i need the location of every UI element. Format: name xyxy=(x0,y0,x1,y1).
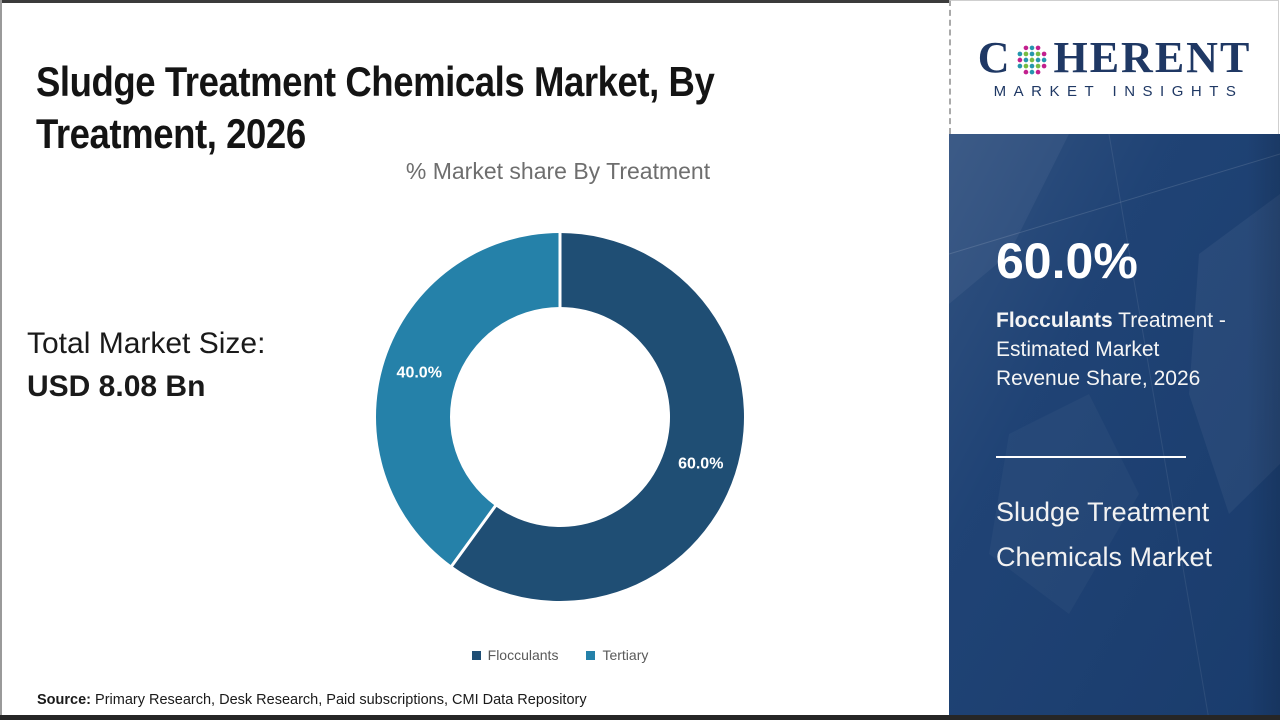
globe-dot xyxy=(1042,57,1047,62)
globe-dot xyxy=(1030,51,1035,56)
sidebar-divider xyxy=(996,456,1186,458)
stat-description-rest: Treatment - Estimated Market Revenue Sha… xyxy=(996,309,1226,390)
legend-swatch-icon xyxy=(586,650,596,660)
total-market-size: Total Market Size: USD 8.08 Bn xyxy=(27,322,265,408)
globe-dot xyxy=(1036,63,1041,68)
globe-dot xyxy=(1036,51,1041,56)
donut-slice-flocculants xyxy=(451,233,744,601)
donut-slice-tertiary xyxy=(376,233,560,566)
globe-dot xyxy=(1030,45,1035,50)
globe-dot xyxy=(1036,57,1041,62)
globe-dot xyxy=(1024,57,1029,62)
globe-dot xyxy=(1018,51,1023,56)
donut-data-label-flocculants: 60.0% xyxy=(678,456,723,473)
globe-dot xyxy=(1024,63,1029,68)
stat-description: Flocculants Treatment - Estimated Market… xyxy=(996,306,1244,393)
globe-dot xyxy=(1042,63,1047,68)
legend-item-tertiary: Tertiary xyxy=(586,647,648,663)
globe-dot xyxy=(1030,57,1035,62)
brand-logo-part1: C xyxy=(977,32,1012,82)
slice-separator xyxy=(450,504,498,568)
globe-dot xyxy=(1036,45,1041,50)
globe-dot xyxy=(1042,51,1047,56)
page-title-line2: Treatment, 2026 xyxy=(36,110,306,158)
brand-logo-part2: HERENT xyxy=(1053,32,1252,82)
sidebar-gradient-overlay xyxy=(949,134,1280,720)
globe-dot xyxy=(1036,69,1041,74)
brand-logo-wordmark: C HERENT xyxy=(977,32,1252,82)
map-texture-decoration xyxy=(949,134,1280,720)
sidebar: 60.0% Flocculants Treatment - Estimated … xyxy=(949,134,1280,720)
globe-dot xyxy=(1024,51,1029,56)
donut-chart: 60.0% 40.0% xyxy=(376,232,744,601)
frame-bottom-border xyxy=(0,715,1280,720)
sidebar-market-name: Sludge Treatment Chemicals Market xyxy=(996,497,1213,572)
page-title-line1: Sludge Treatment Chemicals Market, By xyxy=(36,58,715,106)
globe-dot xyxy=(1018,63,1023,68)
legend-item-flocculants: Flocculants xyxy=(471,647,559,663)
legend-label: Tertiary xyxy=(602,647,649,663)
stat-value: 60.0% xyxy=(996,233,1138,289)
stat-description-bold: Flocculants xyxy=(996,309,1113,332)
globe-dots-icon xyxy=(1018,45,1047,74)
globe-dot xyxy=(1030,69,1035,74)
globe-dot xyxy=(1030,63,1035,68)
legend-swatch-icon xyxy=(471,650,481,660)
brand-logo: C HERENT MARKET INSIGHTS xyxy=(949,0,1279,134)
frame-top-border xyxy=(0,0,949,3)
globe-dot xyxy=(1024,45,1029,50)
globe-dot xyxy=(1024,69,1029,74)
total-market-size-label: Total Market Size: xyxy=(27,327,266,360)
chart-title: % Market share By Treatment xyxy=(405,158,711,184)
chart-legend: Flocculants Tertiary xyxy=(200,647,920,663)
globe-dot xyxy=(1018,57,1023,62)
brand-logo-subtitle: MARKET INSIGHTS xyxy=(993,82,1244,100)
total-market-size-value: USD 8.08 Bn xyxy=(27,370,206,403)
page-title: Sludge Treatment Chemicals Market, By Tr… xyxy=(36,56,715,160)
source-prefix: Source: xyxy=(37,692,91,708)
donut-data-label-tertiary: 40.0% xyxy=(397,364,442,381)
legend-label: Flocculants xyxy=(487,647,559,663)
source-line: Source: Primary Research, Desk Research,… xyxy=(37,692,587,708)
frame-left-border xyxy=(0,0,2,720)
source-text: Primary Research, Desk Research, Paid su… xyxy=(91,692,587,708)
